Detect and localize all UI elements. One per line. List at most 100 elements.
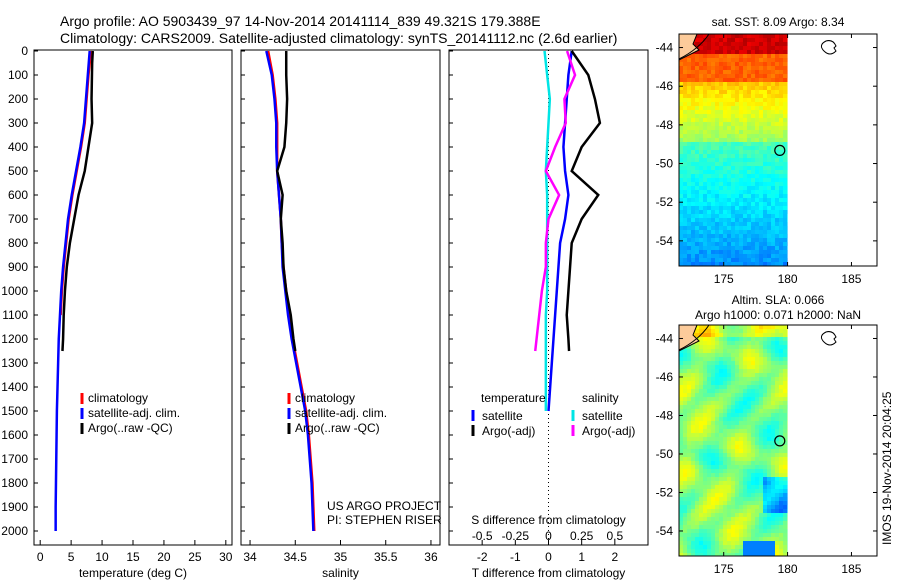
map-pixel	[763, 70, 767, 74]
map-pixel	[743, 381, 747, 385]
map-pixel	[711, 170, 715, 174]
map-pixel	[703, 126, 707, 130]
map-pixel	[723, 393, 727, 397]
map-pixel	[707, 134, 711, 138]
map-pixel	[723, 453, 727, 457]
map-pixel	[783, 325, 787, 329]
map-pixel	[707, 461, 711, 465]
map-pixel	[691, 210, 695, 214]
map-pixel	[715, 445, 719, 449]
map-pixel	[739, 477, 743, 481]
map-pixel	[779, 517, 783, 521]
map-pixel	[707, 445, 711, 449]
map-pixel	[691, 114, 695, 118]
map-pixel	[731, 110, 735, 114]
map-pixel	[703, 154, 707, 158]
map-pixel	[771, 481, 775, 485]
map-pixel	[767, 533, 771, 537]
map-pixel	[787, 242, 788, 246]
map-pixel	[703, 357, 707, 361]
map-pixel	[779, 46, 783, 50]
map-pixel	[767, 110, 771, 114]
y-tick-label: 1300	[1, 356, 28, 370]
map-pixel	[755, 218, 759, 222]
map-pixel	[787, 174, 788, 178]
map-pixel	[719, 425, 723, 429]
map-pixel	[779, 214, 783, 218]
map-pixel	[679, 469, 683, 473]
map-pixel	[735, 206, 739, 210]
map-pixel	[683, 82, 687, 86]
map-pixel	[743, 246, 747, 250]
map-pixel	[779, 210, 783, 214]
map-pixel	[743, 425, 747, 429]
map-pixel	[683, 449, 687, 453]
map-pixel	[699, 485, 703, 489]
x2-tick-label: -0.5	[472, 529, 493, 543]
map-pixel	[711, 453, 715, 457]
map-pixel	[735, 98, 739, 102]
map-pixel	[723, 345, 727, 349]
map-pixel	[735, 509, 739, 513]
map-pixel	[687, 166, 691, 170]
map-pixel	[759, 154, 763, 158]
map-pixel	[739, 485, 743, 489]
map-pixel	[715, 513, 719, 517]
map-pixel	[699, 381, 703, 385]
series-line-satellite-adj-clim-	[265, 50, 315, 532]
map-pixel	[703, 102, 707, 106]
map-pixel	[719, 361, 723, 365]
map-pixel	[763, 38, 767, 42]
map-pixel	[775, 425, 779, 429]
map-pixel	[787, 58, 788, 62]
map-pixel	[783, 373, 787, 377]
map-pixel	[735, 122, 739, 126]
map-pixel	[687, 481, 691, 485]
map-pixel	[707, 34, 711, 38]
map-pixel	[779, 509, 783, 513]
map-pixel	[727, 222, 731, 226]
map-pixel	[707, 234, 711, 238]
map-pixel	[707, 377, 711, 381]
map-pixel	[719, 401, 723, 405]
map-pixel	[695, 90, 699, 94]
y-tick-label: 1900	[1, 500, 28, 514]
map-pixel	[707, 150, 711, 154]
map-pixel	[759, 461, 763, 465]
map-pixel	[723, 190, 727, 194]
map-pixel	[683, 525, 687, 529]
map-pixel	[759, 553, 763, 556]
map-pixel	[743, 126, 747, 130]
map-pixel	[687, 453, 691, 457]
map-pixel	[783, 254, 787, 258]
map-pixel	[715, 186, 719, 190]
map-pixel	[683, 98, 687, 102]
map-pixel	[731, 34, 735, 38]
map-pixel	[739, 329, 743, 333]
map-pixel	[779, 473, 783, 477]
map-pixel	[711, 325, 715, 329]
map-pixel	[719, 413, 723, 417]
map-pixel	[747, 114, 751, 118]
map-pixel	[735, 325, 739, 329]
map-pixel	[687, 222, 691, 226]
map-pixel	[723, 421, 727, 425]
map-pixel	[779, 477, 783, 481]
map-pixel	[779, 353, 783, 357]
map-pixel	[731, 473, 735, 477]
map-pixel	[755, 421, 759, 425]
map-pixel	[755, 517, 759, 521]
map-pixel	[691, 146, 695, 150]
map-pixel	[763, 425, 767, 429]
map-pixel	[747, 525, 751, 529]
map-pixel	[771, 138, 775, 142]
map-pixel	[747, 86, 751, 90]
map-pixel	[759, 234, 763, 238]
map-pixel	[759, 210, 763, 214]
map-pixel	[731, 86, 735, 90]
map-pixel	[707, 497, 711, 501]
map-pixel	[711, 425, 715, 429]
map-pixel	[691, 365, 695, 369]
map-pixel	[723, 469, 727, 473]
map-pixel	[707, 389, 711, 393]
